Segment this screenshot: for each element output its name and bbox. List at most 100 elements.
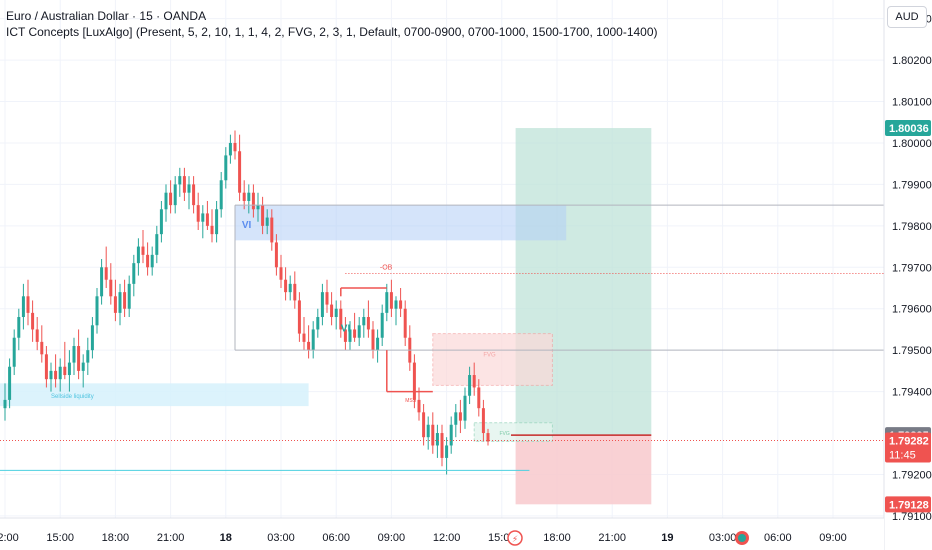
candle-body (325, 292, 329, 305)
candle-body (320, 292, 324, 318)
candle-body (412, 362, 416, 400)
candle-body (463, 395, 467, 421)
candle-body (109, 279, 113, 297)
candle-body (196, 205, 200, 222)
time-tick-label: 18:00 (102, 532, 130, 544)
candle-body (307, 341, 311, 351)
candle-body (454, 412, 458, 425)
candle-body (155, 234, 159, 255)
last-price-badge-bg (885, 432, 931, 463)
target-zone (515, 128, 652, 436)
price-axis-bg (884, 0, 932, 550)
candle-body (12, 337, 16, 367)
candle-body (95, 296, 99, 326)
price-tick-label: 1.79600 (892, 304, 932, 316)
candle-body (389, 292, 393, 309)
candle-body (334, 308, 338, 318)
candle-body (486, 433, 490, 442)
event-icon (507, 530, 523, 546)
time-tick-label: 21:00 (598, 532, 626, 544)
candle-body (63, 366, 67, 376)
candle-body (146, 254, 150, 268)
time-axis[interactable]: 12:00 15:00 18:00 21:00 18 03:00 06:00 09:00 12:… (0, 517, 884, 550)
candle-body (90, 325, 94, 351)
candle-body (302, 333, 306, 342)
time-tick-label: 19 (661, 532, 673, 544)
candle-body (357, 325, 361, 338)
candle-body (288, 283, 292, 293)
time-tick-label: 21:00 (157, 532, 185, 544)
fvg-box-small (473, 422, 553, 442)
candle-body (159, 209, 163, 235)
price-tick-label: 1.79800 (892, 221, 932, 233)
price-tick-label: 1.79100 (892, 511, 932, 523)
indicator-zones (0, 128, 652, 505)
candle-body (201, 213, 205, 222)
price-tick-label: 1.79400 (892, 387, 932, 399)
candle-body (279, 267, 283, 280)
candle-body (67, 362, 71, 376)
price-tick-label: 1.79900 (892, 179, 932, 191)
candle-body (58, 366, 62, 380)
time-tick-label: 06:00 (322, 532, 350, 544)
candle-body (169, 192, 173, 206)
candle-body (182, 176, 186, 193)
candle-body (261, 205, 265, 226)
candle-body (141, 246, 145, 255)
currency-button[interactable]: AUD (887, 6, 927, 28)
candle-body (297, 300, 301, 334)
target-price-badge-text: 1.80036 (889, 123, 929, 135)
candle-body (3, 399, 7, 409)
candle-body (118, 292, 122, 313)
candle-body (8, 366, 12, 400)
stop-zone (515, 435, 652, 505)
candle-body (371, 329, 375, 351)
price-axis[interactable]: 1.803001.802001.801001.800001.799001.798… (883, 0, 932, 550)
flag-icon-inner (738, 534, 746, 542)
candle-body (86, 350, 90, 363)
candle-body (440, 433, 444, 458)
candle-body (380, 312, 384, 338)
candle-body (173, 184, 177, 206)
candle-body (242, 192, 246, 201)
vi-label: VI (242, 220, 252, 231)
candle-body (238, 151, 242, 193)
last-price-badge-text: 1.79282 (889, 436, 929, 448)
candle-body (468, 375, 472, 396)
candle-body (54, 370, 58, 380)
candle-body (104, 267, 108, 280)
candle-body (49, 370, 53, 380)
candle-body (35, 329, 39, 342)
liquidity-label: Sellside liquidity (51, 394, 94, 400)
time-tick-label: 12:00 (433, 532, 461, 544)
chart-title: Euro / Australian Dollar · 15 · OANDA (6, 9, 207, 23)
candle-body (256, 205, 260, 210)
candle-body (477, 387, 481, 409)
candle-body (339, 308, 343, 330)
candle-body (445, 445, 449, 458)
candle-body (40, 341, 44, 355)
candle-body (403, 308, 407, 338)
candle-body (251, 192, 255, 210)
candle-body (26, 296, 30, 313)
candle-body (81, 362, 85, 371)
candle-body (224, 155, 228, 181)
candle-body (228, 142, 232, 156)
target-price-badge-bg (885, 120, 931, 137)
price-tick-label: 1.80200 (892, 55, 932, 67)
candle-body (385, 292, 389, 313)
time-tick-label: 12:00 (0, 532, 19, 544)
candle-body (426, 424, 430, 438)
candle-body (44, 354, 48, 380)
candle-body (435, 433, 439, 446)
candle-body (136, 246, 140, 264)
mss-label: MSS (405, 398, 417, 404)
indicator-legend[interactable]: ICT Concepts [LuxAlgo] (Present, 5, 2, 1… (6, 25, 658, 39)
candle-body (210, 225, 214, 235)
candle-body (362, 317, 366, 326)
candle-body (353, 329, 357, 338)
candle-body (132, 263, 136, 284)
candle-body (343, 329, 347, 342)
time-tick-label: 18:00 (543, 532, 571, 544)
